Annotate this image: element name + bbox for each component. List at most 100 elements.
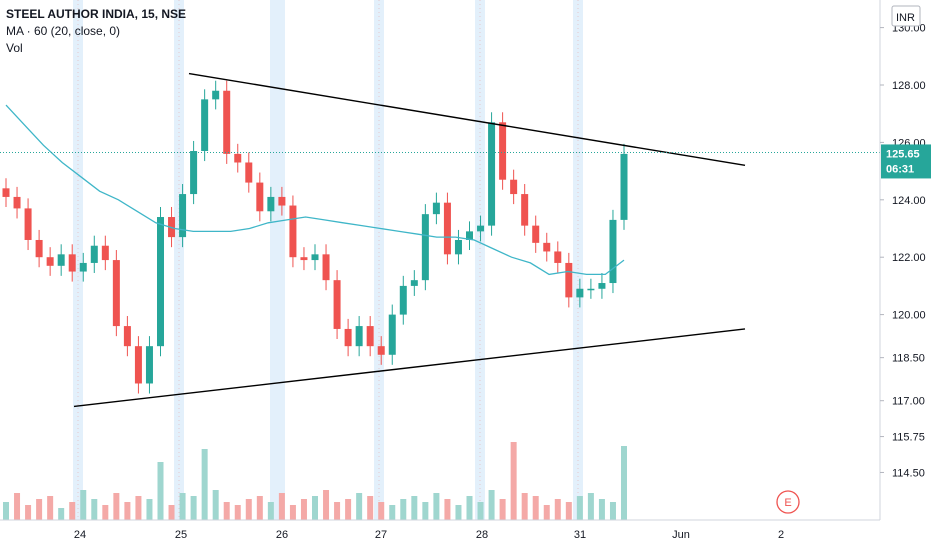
candle-body — [79, 262, 87, 272]
candle-body — [234, 153, 242, 163]
volume-bar — [69, 502, 76, 520]
candle-body — [620, 153, 628, 220]
candle-body — [609, 219, 617, 284]
volume-bar — [323, 490, 330, 520]
candle-body — [90, 245, 98, 263]
volume-bar — [543, 505, 550, 520]
volume-bar — [510, 442, 517, 520]
volume-bar — [256, 496, 263, 520]
volume-bar — [3, 502, 9, 520]
candle-body — [2, 188, 10, 197]
y-tick-label: 124.00 — [892, 195, 926, 207]
currency-label: INR — [896, 12, 915, 24]
candle-body — [488, 122, 496, 226]
volume-bar — [455, 505, 462, 520]
candle-body — [466, 231, 473, 240]
volume-bar — [422, 502, 429, 520]
candle-body — [311, 254, 319, 261]
price-badge-value: 125.65 — [886, 148, 920, 160]
price-badge — [881, 144, 931, 179]
currency-box — [891, 5, 921, 27]
candle-body — [499, 122, 507, 180]
candle-body — [13, 196, 21, 209]
volume-bar — [576, 496, 583, 520]
volume-bar — [444, 499, 451, 520]
candle-body — [421, 214, 429, 281]
event-marker-label: E — [784, 497, 791, 509]
candle-body — [145, 346, 153, 384]
x-tick-label: 26 — [276, 529, 288, 541]
volume-bar — [91, 499, 98, 520]
volume-bar — [168, 505, 175, 520]
volume-bar — [521, 493, 528, 520]
volume-bar — [234, 505, 241, 520]
y-tick-label: 120.00 — [892, 310, 926, 322]
candle-body — [278, 196, 286, 206]
volume-bar — [400, 499, 407, 520]
candle-body — [112, 260, 120, 327]
candle-body — [256, 182, 264, 212]
candle-body — [510, 179, 518, 195]
candle-body — [201, 99, 209, 152]
candle-body — [543, 242, 551, 252]
volume-bar — [36, 499, 43, 520]
candle-body — [134, 346, 142, 384]
volume-bar — [102, 505, 109, 520]
candle-body — [521, 194, 529, 226]
candle-body — [190, 151, 198, 195]
candle-body — [333, 280, 341, 329]
volume-bar — [609, 502, 616, 520]
candle-body — [68, 254, 76, 272]
volume-bar — [146, 499, 153, 520]
candle-body — [245, 162, 253, 183]
volume-bar — [289, 505, 296, 520]
volume-bar — [554, 499, 561, 520]
volume-bar — [345, 499, 352, 520]
candle-body — [322, 254, 330, 281]
volume-bar — [312, 496, 318, 520]
candle-body — [598, 283, 606, 289]
y-tick-label: 128.00 — [892, 80, 926, 92]
candle-body — [300, 257, 308, 261]
volume-bar — [378, 502, 385, 520]
candle-body — [289, 205, 297, 258]
candle-body — [576, 288, 584, 298]
volume-bar — [356, 493, 363, 520]
candle-body — [46, 257, 54, 266]
volume-bar — [477, 502, 484, 520]
volume-bar — [190, 496, 197, 520]
candle-body — [410, 280, 418, 286]
volume-bar — [179, 493, 186, 520]
candle-body — [587, 288, 595, 291]
candle-body — [57, 254, 65, 266]
candle-body — [443, 202, 451, 255]
candle-body — [179, 194, 187, 238]
candle-body — [223, 90, 231, 154]
x-tick-label: 31 — [574, 529, 586, 541]
ma-line — [5, 104, 625, 276]
candle-body — [554, 251, 562, 263]
candle-body — [399, 285, 407, 315]
volume-bar — [58, 508, 65, 520]
y-tick-label: 118.50 — [892, 353, 925, 365]
volume-bar — [488, 490, 495, 520]
volume-bar — [212, 490, 219, 520]
y-tick-label: 114.50 — [892, 467, 925, 479]
volume-bar — [411, 496, 418, 520]
x-tick-label: Jun — [672, 529, 690, 541]
volume-bar — [157, 462, 164, 520]
candle-body — [532, 225, 540, 243]
volume-bar — [334, 502, 341, 520]
candle-body — [344, 328, 352, 347]
volume-bar — [389, 505, 396, 520]
volume-bar — [25, 505, 32, 520]
volume-bar — [113, 493, 120, 520]
price-badge-countdown: 06:31 — [886, 163, 914, 175]
candle-body — [565, 262, 573, 298]
volume-bar — [598, 499, 605, 520]
volume-bar — [201, 449, 208, 520]
volume-bar — [621, 446, 627, 520]
lower-trendline — [73, 328, 746, 408]
volume-bar — [80, 490, 87, 520]
